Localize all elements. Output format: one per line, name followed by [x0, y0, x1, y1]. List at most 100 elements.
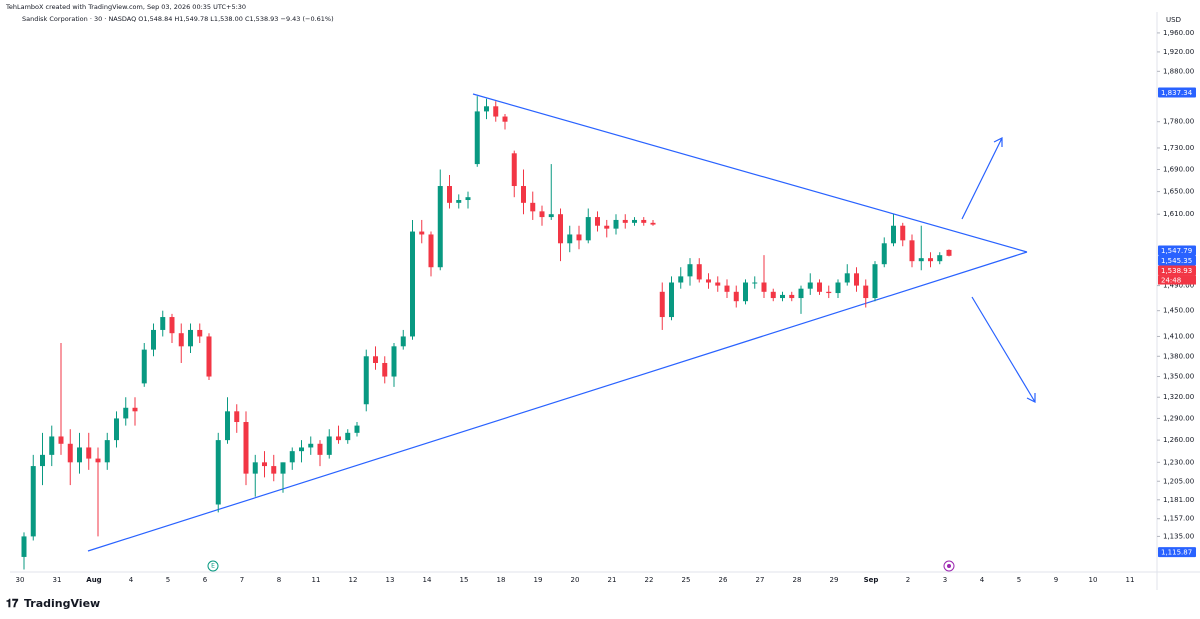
candle-body [21, 536, 27, 557]
candle-body [567, 234, 573, 244]
candle-body [724, 285, 730, 292]
y-tick-label: 1,157.00 [1163, 515, 1194, 523]
svg-text:E: E [211, 563, 215, 570]
y-tick-label: 1,730.00 [1163, 144, 1194, 152]
candle-body [817, 282, 822, 292]
event-icon [943, 560, 955, 572]
candle-body [225, 411, 230, 441]
candle-body [511, 153, 517, 187]
candle-body [659, 291, 665, 318]
candle-body [391, 346, 397, 377]
arrow-up [961, 137, 1003, 220]
candle-body [743, 282, 748, 302]
candle-body [678, 276, 684, 283]
candle-body [271, 466, 277, 474]
x-tick-label: 2 [906, 576, 910, 584]
candle-body [234, 411, 240, 423]
candle-body [132, 407, 138, 412]
candle-body [77, 447, 82, 463]
price-marker [1158, 547, 1196, 558]
candle-body [780, 294, 785, 299]
y-tick-label: 1,181.00 [1163, 496, 1194, 504]
candle-body [669, 282, 674, 318]
symbol-legend: Sandisk Corporation · 30 · NASDAQ O1,548… [22, 15, 334, 23]
candle-body [419, 231, 425, 235]
x-tick-label: 22 [645, 576, 654, 584]
candle-body [558, 214, 563, 244]
candle-body [687, 264, 693, 277]
y-tick-label: 1,960.00 [1163, 29, 1194, 37]
candle-body [928, 258, 933, 262]
candle-body [197, 329, 203, 337]
candle-body [595, 217, 600, 226]
price-marker-label: 1,115.87 [1161, 549, 1192, 557]
candle-body [891, 225, 896, 244]
x-tick-label: 10 [1089, 576, 1098, 584]
candle-body [835, 282, 841, 294]
x-tick-label: 29 [830, 576, 839, 584]
x-tick-label: 28 [793, 576, 802, 584]
y-tick-label: 1,320.00 [1163, 393, 1194, 401]
candle-body [363, 356, 369, 405]
x-tick-label: 27 [756, 576, 765, 584]
candles [21, 96, 952, 570]
candle-body [872, 264, 878, 299]
candle-body [585, 217, 591, 241]
y-tick-label: 1,780.00 [1163, 118, 1194, 126]
y-tick-label: 1,350.00 [1163, 373, 1194, 381]
candle-body [317, 443, 323, 455]
x-tick-label: 6 [203, 576, 208, 584]
x-tick-label: 3 [943, 576, 947, 584]
x-tick-label: 8 [277, 576, 281, 584]
candle-body [493, 106, 499, 117]
candle-body [123, 407, 129, 419]
candle-body [761, 282, 767, 292]
candle-body [715, 282, 721, 286]
price-marker [1158, 255, 1196, 266]
x-tick-label: 19 [534, 576, 543, 584]
candle-body [641, 219, 647, 223]
candle-body [918, 258, 924, 262]
candle-body [336, 436, 341, 441]
x-tick-label: 11 [312, 576, 321, 584]
candle-body [622, 219, 628, 223]
candle-body [826, 291, 832, 294]
candle-body [576, 234, 582, 241]
x-tick-label: 13 [386, 576, 395, 584]
x-tick-label: 20 [571, 576, 580, 584]
candle-body [299, 447, 304, 452]
candle-body [206, 336, 212, 377]
candle-body [382, 362, 388, 377]
price-marker [1158, 265, 1196, 276]
candle-body [706, 279, 711, 283]
candle-body [863, 285, 869, 299]
y-tick-label: 1,205.00 [1163, 477, 1194, 485]
candle-body [308, 443, 314, 448]
x-tick-label: 4 [980, 576, 985, 584]
x-tick-label: Sep [864, 576, 879, 584]
logo: 𝟏𝟕 TradingView [6, 597, 100, 610]
candle-body [104, 440, 110, 463]
candle-body [40, 454, 45, 467]
candle-body [373, 356, 378, 363]
countdown: 24:48 [1161, 277, 1181, 285]
candle-body [188, 329, 193, 347]
candle-body [613, 219, 619, 229]
candle-body [289, 451, 295, 463]
candle-body [789, 294, 795, 299]
candle-body [95, 458, 101, 463]
brand-name: TradingView [24, 597, 100, 610]
candle-body [770, 291, 776, 299]
candle-body [400, 336, 406, 347]
x-tick-label: 15 [460, 576, 469, 584]
currency: USD [1166, 16, 1181, 24]
countdown-box [1158, 275, 1196, 285]
candle-body [474, 111, 480, 165]
candle-body [909, 240, 915, 262]
candle-body [798, 288, 804, 299]
x-tick-label: 4 [129, 576, 134, 584]
candle-body [49, 436, 55, 455]
